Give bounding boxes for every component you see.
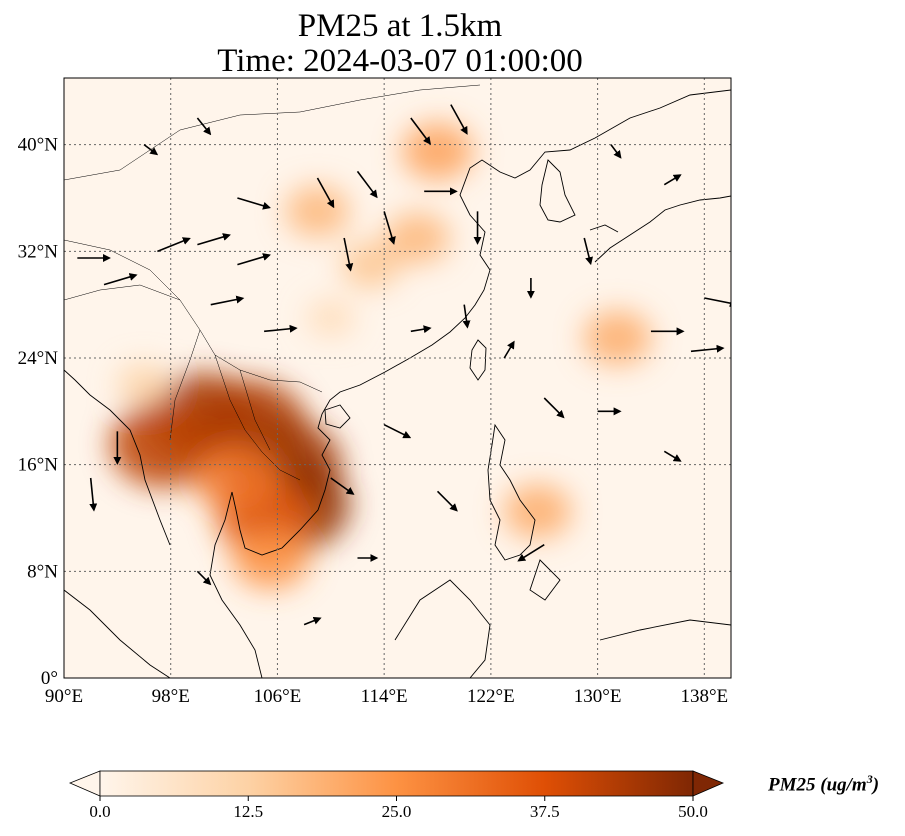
pm25-hotspot [306, 298, 355, 338]
wind-arrow [410, 325, 432, 334]
wind-arrow [610, 144, 622, 159]
wind-arrow [690, 344, 725, 353]
wind-arrow [197, 233, 231, 246]
wind-arrow [237, 197, 271, 210]
colorbar-label: PM25 (ug/m3) [768, 772, 880, 796]
wind-arrow [196, 117, 212, 136]
wind-arrow [583, 237, 593, 266]
wind-arrow [462, 304, 471, 329]
pm25-hotspot [117, 363, 171, 407]
wind-arrow [196, 570, 212, 586]
colorbar-extend-low [68, 770, 101, 797]
colorbar-tick-label: 12.5 [233, 802, 263, 821]
wind-arrow [356, 170, 378, 199]
pm25-hotspot [194, 443, 281, 513]
map-time-subtitle: Time: 2024-03-07 01:00:00 [217, 43, 583, 79]
pm25-concentration-field [110, 122, 652, 589]
pm25-hotspot [285, 185, 350, 238]
wind-vectors [77, 104, 731, 626]
wind-arrow [210, 295, 245, 306]
wind-arrow [663, 174, 682, 186]
wind-arrow [543, 397, 565, 419]
longitude-tick-label: 90°E [45, 686, 83, 707]
longitude-ticks: 90°E 98°E 106°E 114°E 122°E 130°E 138°E [45, 686, 728, 707]
latitude-tick-label: 32°N [18, 241, 59, 262]
coastlines [64, 89, 731, 678]
colorbar-tick-label: 37.5 [530, 802, 560, 821]
wind-arrow [157, 237, 191, 253]
latitude-tick-label: 8°N [27, 561, 58, 582]
wind-arrow [264, 324, 298, 333]
longitude-tick-label: 130°E [574, 686, 622, 707]
wind-arrow [89, 477, 98, 512]
map-frame [63, 77, 732, 679]
wind-arrow [237, 253, 271, 266]
pm25-hotspot [341, 241, 401, 289]
wind-arrow [143, 144, 159, 156]
longitude-tick-label: 106°E [254, 686, 302, 707]
wind-arrow [450, 104, 468, 135]
pm25-hotspot [503, 484, 572, 539]
wind-arrow [103, 273, 138, 286]
pm25-hotspot [232, 527, 310, 589]
country-borders [64, 84, 481, 481]
pm25-hotspot [401, 122, 474, 180]
wind-arrow [517, 543, 545, 562]
wind-arrow [383, 211, 396, 245]
colorbar-extend-high [692, 770, 725, 797]
longitude-tick-label: 138°E [680, 686, 728, 707]
colorbar-gradient [99, 770, 694, 797]
wind-arrow [330, 477, 355, 495]
map-gridlines [64, 78, 731, 678]
pm25-hotspot [385, 212, 450, 264]
wind-arrow [316, 177, 335, 209]
longitude-tick-label: 114°E [361, 686, 408, 707]
colorbar-tick-label: 25.0 [382, 802, 412, 821]
wind-arrow [343, 237, 354, 272]
colorbar-tick-label: 50.0 [678, 802, 708, 821]
pm25-hotspot [583, 310, 652, 366]
wind-arrow [383, 423, 412, 439]
map-plot-area [64, 78, 731, 678]
longitude-tick-label: 98°E [152, 686, 190, 707]
wind-arrow [663, 450, 682, 462]
latitude-tick-label: 24°N [18, 348, 59, 369]
latitude-tick-label: 0° [41, 668, 58, 689]
wind-arrow [503, 340, 515, 359]
map-background [64, 78, 731, 678]
latitude-tick-label: 16°N [18, 455, 59, 476]
longitude-tick-label: 122°E [467, 686, 515, 707]
wind-arrow [303, 616, 322, 626]
colorbar: 0.0 12.5 25.0 37.5 50.0 [68, 770, 725, 821]
pm25-hotspot [110, 401, 218, 488]
latitude-tick-label: 40°N [18, 135, 59, 156]
latitude-ticks: 0° 8°N 16°N 24°N 32°N 40°N [18, 135, 59, 689]
wind-arrow [410, 117, 432, 145]
map-title: PM25 at 1.5km [297, 8, 503, 44]
colorbar-tick-label: 0.0 [89, 802, 110, 821]
wind-arrow [436, 490, 458, 512]
